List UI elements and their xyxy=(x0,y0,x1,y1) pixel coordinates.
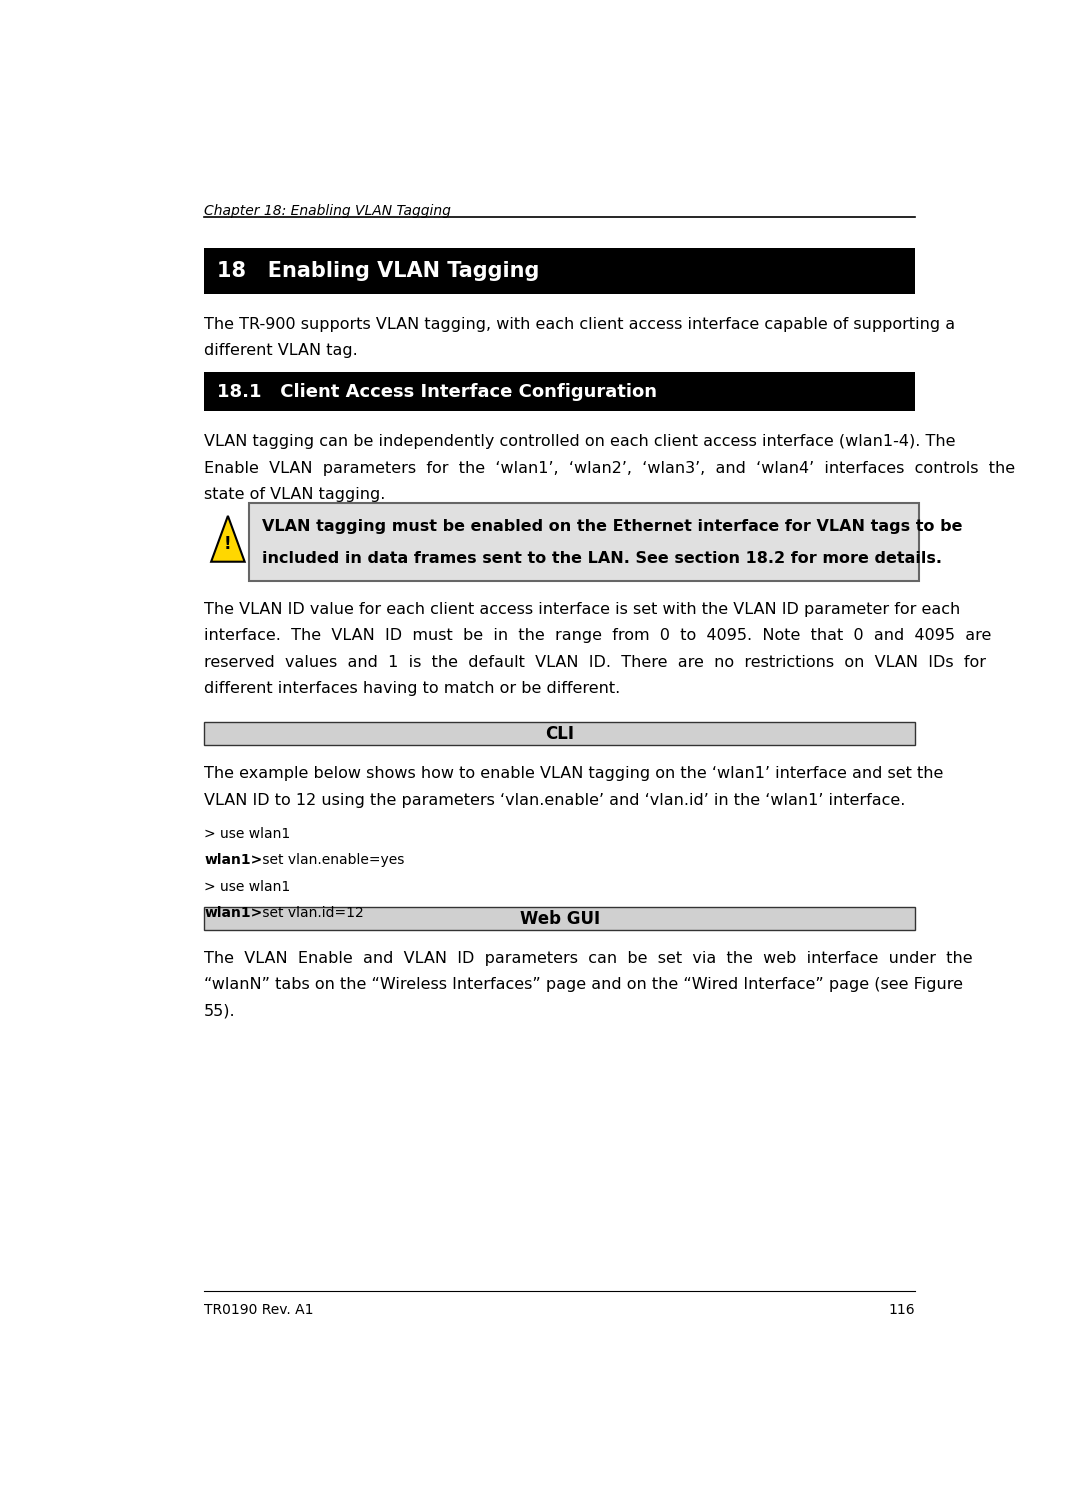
FancyBboxPatch shape xyxy=(204,372,915,412)
Text: reserved  values  and  1  is  the  default  VLAN  ID.  There  are  no  restricti: reserved values and 1 is the default VLA… xyxy=(204,655,986,670)
Text: different interfaces having to match or be different.: different interfaces having to match or … xyxy=(204,680,620,697)
Text: included in data frames sent to the LAN. See section 18.2 for more details.: included in data frames sent to the LAN.… xyxy=(262,551,941,567)
Text: state of VLAN tagging.: state of VLAN tagging. xyxy=(204,486,385,501)
Text: set vlan.id=12: set vlan.id=12 xyxy=(258,906,364,921)
Text: The TR-900 supports VLAN tagging, with each client access interface capable of s: The TR-900 supports VLAN tagging, with e… xyxy=(204,316,956,331)
Text: Web GUI: Web GUI xyxy=(520,910,600,928)
Text: CLI: CLI xyxy=(545,725,574,743)
Text: 116: 116 xyxy=(889,1303,915,1316)
Text: !: ! xyxy=(224,536,232,554)
Text: Enable  VLAN  parameters  for  the  ‘wlan1’,  ‘wlan2’,  ‘wlan3’,  and  ‘wlan4’  : Enable VLAN parameters for the ‘wlan1’, … xyxy=(204,461,1016,476)
Text: “wlanΝ” tabs on the “Wireless Interfaces” page and on the “Wired Interface” page: “wlanΝ” tabs on the “Wireless Interfaces… xyxy=(204,977,963,992)
Polygon shape xyxy=(211,516,245,561)
Text: TR0190 Rev. A1: TR0190 Rev. A1 xyxy=(204,1303,313,1316)
Text: set vlan.enable=yes: set vlan.enable=yes xyxy=(258,853,404,867)
Text: 18.1   Client Access Interface Configuration: 18.1 Client Access Interface Configurati… xyxy=(217,382,657,400)
FancyBboxPatch shape xyxy=(204,907,915,931)
Text: VLAN tagging can be independently controlled on each client access interface (wl: VLAN tagging can be independently contro… xyxy=(204,434,956,449)
FancyBboxPatch shape xyxy=(249,503,919,580)
Text: 18   Enabling VLAN Tagging: 18 Enabling VLAN Tagging xyxy=(217,261,539,280)
Text: 55).: 55). xyxy=(204,1004,236,1019)
Text: VLAN tagging must be enabled on the Ethernet interface for VLAN tags to be: VLAN tagging must be enabled on the Ethe… xyxy=(262,519,962,534)
Text: interface.  The  VLAN  ID  must  be  in  the  range  from  0  to  4095.  Note  t: interface. The VLAN ID must be in the ra… xyxy=(204,628,992,643)
Text: VLAN ID to 12 using the parameters ‘vlan.enable’ and ‘vlan.id’ in the ‘wlan1’ in: VLAN ID to 12 using the parameters ‘vlan… xyxy=(204,792,905,807)
Text: > use wlan1: > use wlan1 xyxy=(204,880,290,894)
Text: different VLAN tag.: different VLAN tag. xyxy=(204,343,358,358)
Text: The example below shows how to enable VLAN tagging on the ‘wlan1’ interface and : The example below shows how to enable VL… xyxy=(204,765,943,782)
Text: wlan1>: wlan1> xyxy=(204,853,262,867)
FancyBboxPatch shape xyxy=(204,722,915,746)
Text: The  VLAN  Enable  and  VLAN  ID  parameters  can  be  set  via  the  web  inter: The VLAN Enable and VLAN ID parameters c… xyxy=(204,950,973,965)
Text: The VLAN ID value for each client access interface is set with the VLAN ID param: The VLAN ID value for each client access… xyxy=(204,601,961,616)
FancyBboxPatch shape xyxy=(204,248,915,294)
Text: Chapter 18: Enabling VLAN Tagging: Chapter 18: Enabling VLAN Tagging xyxy=(204,204,451,218)
Text: > use wlan1: > use wlan1 xyxy=(204,827,290,841)
Text: wlan1>: wlan1> xyxy=(204,906,262,921)
